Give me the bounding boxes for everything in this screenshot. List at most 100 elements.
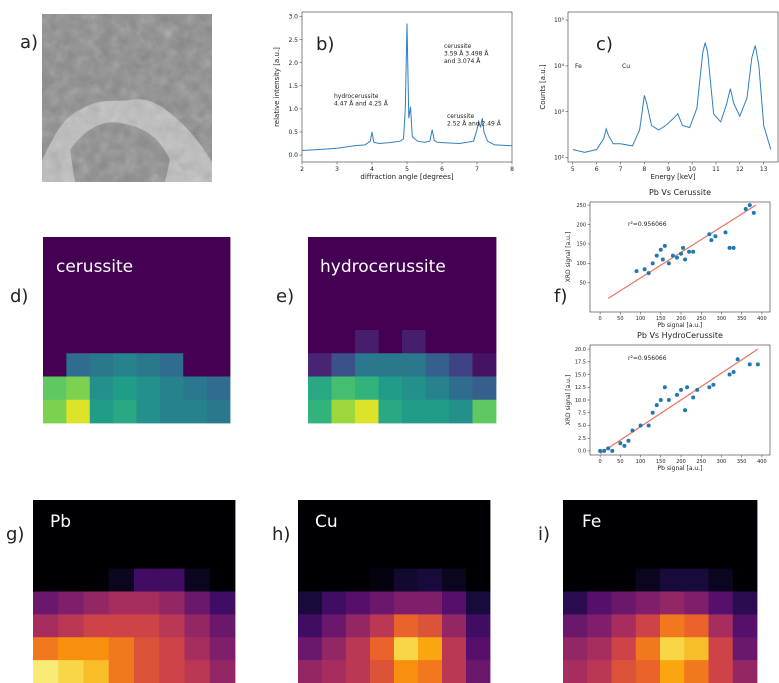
heatmap-cell [660,614,685,638]
heatmap-cell [322,614,347,638]
heatmap-cell [136,260,161,284]
x-tick-label: 8 [642,166,646,173]
heatmap-cell [394,522,419,547]
heatmap-cell [732,637,758,661]
x-tick-label: 250 [696,316,706,322]
heatmap-cell [684,545,709,570]
heatmap-cell [346,614,371,638]
heatmap-cell [134,614,160,638]
heatmap-cell [563,522,588,547]
x-tick-label: 7 [475,166,479,173]
annotation: r²=0.956066 [628,355,667,362]
heatmap-title: hydrocerussite [320,257,446,277]
scatter-point [618,441,623,446]
spectrum-line [301,23,513,151]
heatmap-cell [466,614,491,638]
scatter-point [709,238,714,243]
heatmap-cell [418,545,443,570]
heatmap-cell [108,568,135,592]
heatmap-cell [611,568,637,592]
heatmap-cell [66,330,91,354]
heatmap-cell [425,353,450,377]
y-axis-label: relative intensity [a.u.] [273,47,281,127]
heatmap-cell [209,637,236,661]
heatmap-cell [442,660,467,683]
x-tick-label: 150 [656,316,666,322]
heatmap-title: Cu [315,512,338,532]
heatmap-cell [563,614,588,638]
heatmap-cell [113,260,137,284]
heatmap-cell [402,237,426,261]
heatmap-cell [472,376,497,401]
heatmap-cell [322,637,347,661]
heatmap-cell [402,330,426,354]
scatter-point [751,210,756,215]
annotation: 4.47 Å and 4.25 Å [334,101,389,108]
heatmap-cell [89,283,114,308]
x-tick-label: 350 [737,316,747,322]
heatmap-cell [370,660,395,683]
heatmap-cell [442,614,467,638]
heatmap-cell [331,283,356,308]
scatter-point [679,251,684,256]
x-axis-label: Pb signal [a.u.] [658,322,703,329]
heatmap-cell [58,500,84,524]
heatmap-cell [66,306,91,331]
heatmap-cell [684,591,709,615]
heatmap-cell [635,591,661,615]
scatter-point [683,408,688,413]
y-tick-label: 150 [576,242,586,248]
heatmap-cell [113,353,137,377]
scatter-point [681,245,686,250]
heatmap-cell [108,660,135,683]
annotation: cerussite [444,43,472,50]
heatmap-cell [113,306,137,331]
heatmap-cell [209,545,236,570]
scatter-point [727,245,732,250]
y-tick-label: 12.5 [575,385,586,391]
heatmap-cell [346,660,371,683]
heatmap-cell [159,568,185,592]
x-tick-label: 400 [757,459,767,465]
heatmap-cell [33,637,59,661]
heatmap-cell [563,637,588,661]
scatter-point [650,261,655,266]
x-tick-label: 250 [696,459,706,465]
y-tick-label: 2.5 [578,436,586,442]
scatter-point [707,232,712,237]
panel-label: a) [20,32,38,53]
heatmap-cell [449,376,473,401]
heatmap-cell [402,399,426,424]
y-tick-label: 10⁴ [554,63,565,70]
heatmap-cell [184,568,211,592]
scatter-point [602,448,607,453]
scatter-point [674,255,679,260]
heatmap-cell [136,283,161,308]
y-tick-label: 10⁵ [554,17,565,24]
heatmap-cell [83,637,110,661]
x-tick-label: 100 [636,316,646,322]
heatmap-cell [587,614,612,638]
heatmap-cell [184,660,211,683]
heatmap-cell [183,399,208,424]
heatmap-cell [58,614,84,638]
heatmap-cell [322,591,347,615]
heatmap-cell [425,330,450,354]
x-tick-label: 13 [760,166,768,173]
heatmap-cell [418,660,443,683]
heatmap-cell [308,353,332,377]
heatmap-cell [331,376,356,401]
heatmap-cell [732,522,758,547]
heatmap-cell [370,637,395,661]
x-tick-label: 50 [617,459,623,465]
heatmap-cell [206,330,231,354]
heatmap-cell [611,591,637,615]
x-tick-label: 0 [599,459,602,465]
heatmap-cell [298,545,323,570]
heatmap-cell [346,500,371,524]
heatmap-cell [58,568,84,592]
annotation: 3.59 Å 3.498 Å [444,51,489,58]
heatmap-cell [134,522,160,547]
x-tick-label: 10 [688,166,696,173]
